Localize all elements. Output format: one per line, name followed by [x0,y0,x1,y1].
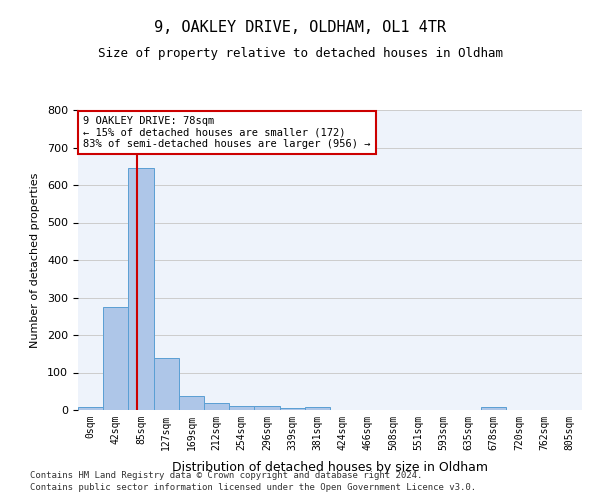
Bar [103,307,128,410]
Text: 9 OAKLEY DRIVE: 78sqm
← 15% of detached houses are smaller (172)
83% of semi-det: 9 OAKLEY DRIVE: 78sqm ← 15% of detached … [83,116,371,149]
Bar [78,407,103,410]
Bar [229,406,254,410]
Bar [254,406,280,410]
Text: Contains HM Land Registry data © Crown copyright and database right 2024.: Contains HM Land Registry data © Crown c… [30,471,422,480]
Text: Size of property relative to detached houses in Oldham: Size of property relative to detached ho… [97,48,503,60]
Bar [305,407,330,410]
Bar [154,358,179,410]
Bar [280,408,305,410]
Bar [204,403,229,410]
Bar [128,168,154,410]
Text: 9, OAKLEY DRIVE, OLDHAM, OL1 4TR: 9, OAKLEY DRIVE, OLDHAM, OL1 4TR [154,20,446,35]
Bar [481,407,506,410]
Text: Contains public sector information licensed under the Open Government Licence v3: Contains public sector information licen… [30,484,476,492]
Y-axis label: Number of detached properties: Number of detached properties [30,172,40,348]
X-axis label: Distribution of detached houses by size in Oldham: Distribution of detached houses by size … [172,461,488,474]
Bar [179,396,204,410]
